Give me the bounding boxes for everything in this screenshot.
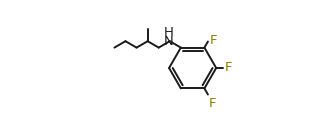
Text: N: N [164, 35, 174, 48]
Text: F: F [209, 97, 216, 110]
Text: H: H [164, 26, 174, 39]
Text: F: F [225, 61, 232, 75]
Text: F: F [210, 34, 217, 47]
